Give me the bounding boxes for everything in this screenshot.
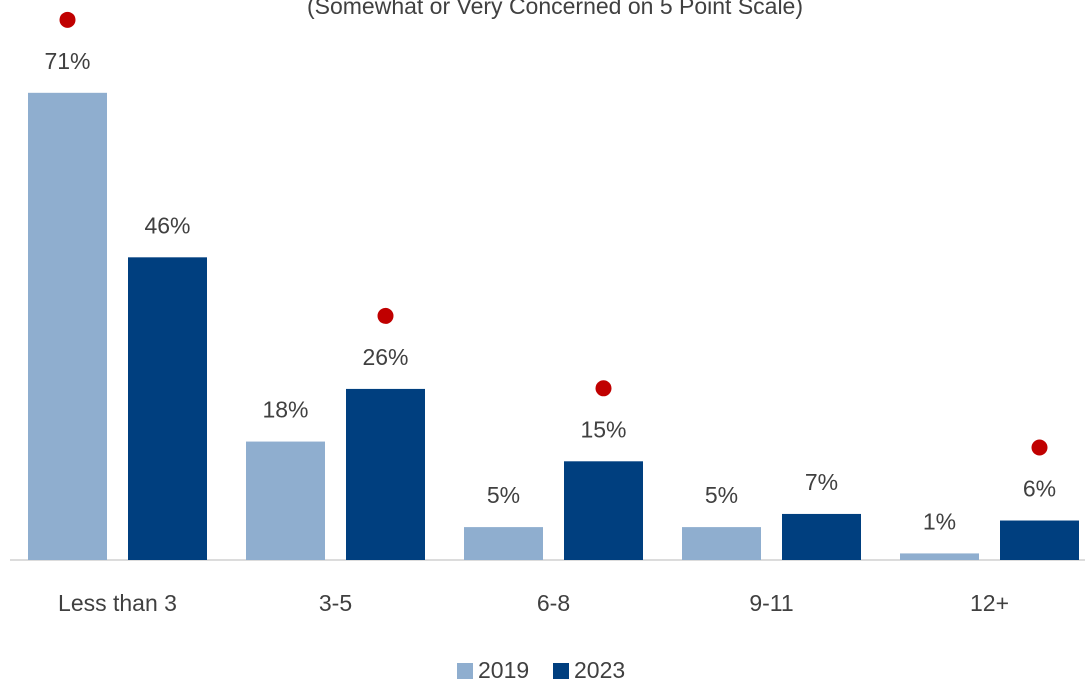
- legend-swatch: [553, 663, 569, 679]
- bar: [682, 527, 761, 560]
- significance-dot: [595, 380, 612, 397]
- bar: [464, 527, 543, 560]
- x-tick-label: 3-5: [319, 590, 352, 616]
- bar: [900, 553, 979, 560]
- value-label: 26%: [362, 344, 408, 370]
- bar: [564, 461, 643, 560]
- value-label: 5%: [487, 482, 520, 508]
- bar: [782, 513, 861, 560]
- value-label: 5%: [705, 482, 738, 508]
- significance-dot: [59, 11, 76, 28]
- value-label: 46%: [144, 212, 190, 238]
- value-label: 71%: [44, 48, 90, 74]
- value-label: 15%: [580, 416, 626, 442]
- legend-swatch: [457, 663, 473, 679]
- x-tick-label: Less than 3: [58, 590, 177, 616]
- value-label: 18%: [262, 397, 308, 423]
- x-tick-label: 12+: [970, 590, 1009, 616]
- x-tick-label: 6-8: [537, 590, 570, 616]
- bar: [128, 257, 207, 560]
- bar: [346, 388, 425, 560]
- chart-subtitle: (Somewhat or Very Concerned on 5 Point S…: [307, 0, 803, 19]
- value-label: 1%: [923, 508, 956, 534]
- legend-label: 2019: [478, 657, 529, 683]
- bar: [246, 441, 325, 560]
- x-tick-label: 9-11: [749, 590, 793, 616]
- bar: [1000, 520, 1079, 560]
- bar: [28, 92, 107, 560]
- legend-label: 2023: [574, 657, 625, 683]
- value-label: 6%: [1023, 476, 1056, 502]
- significance-dot: [1031, 439, 1048, 456]
- significance-dot: [377, 307, 394, 324]
- value-label: 7%: [805, 469, 838, 495]
